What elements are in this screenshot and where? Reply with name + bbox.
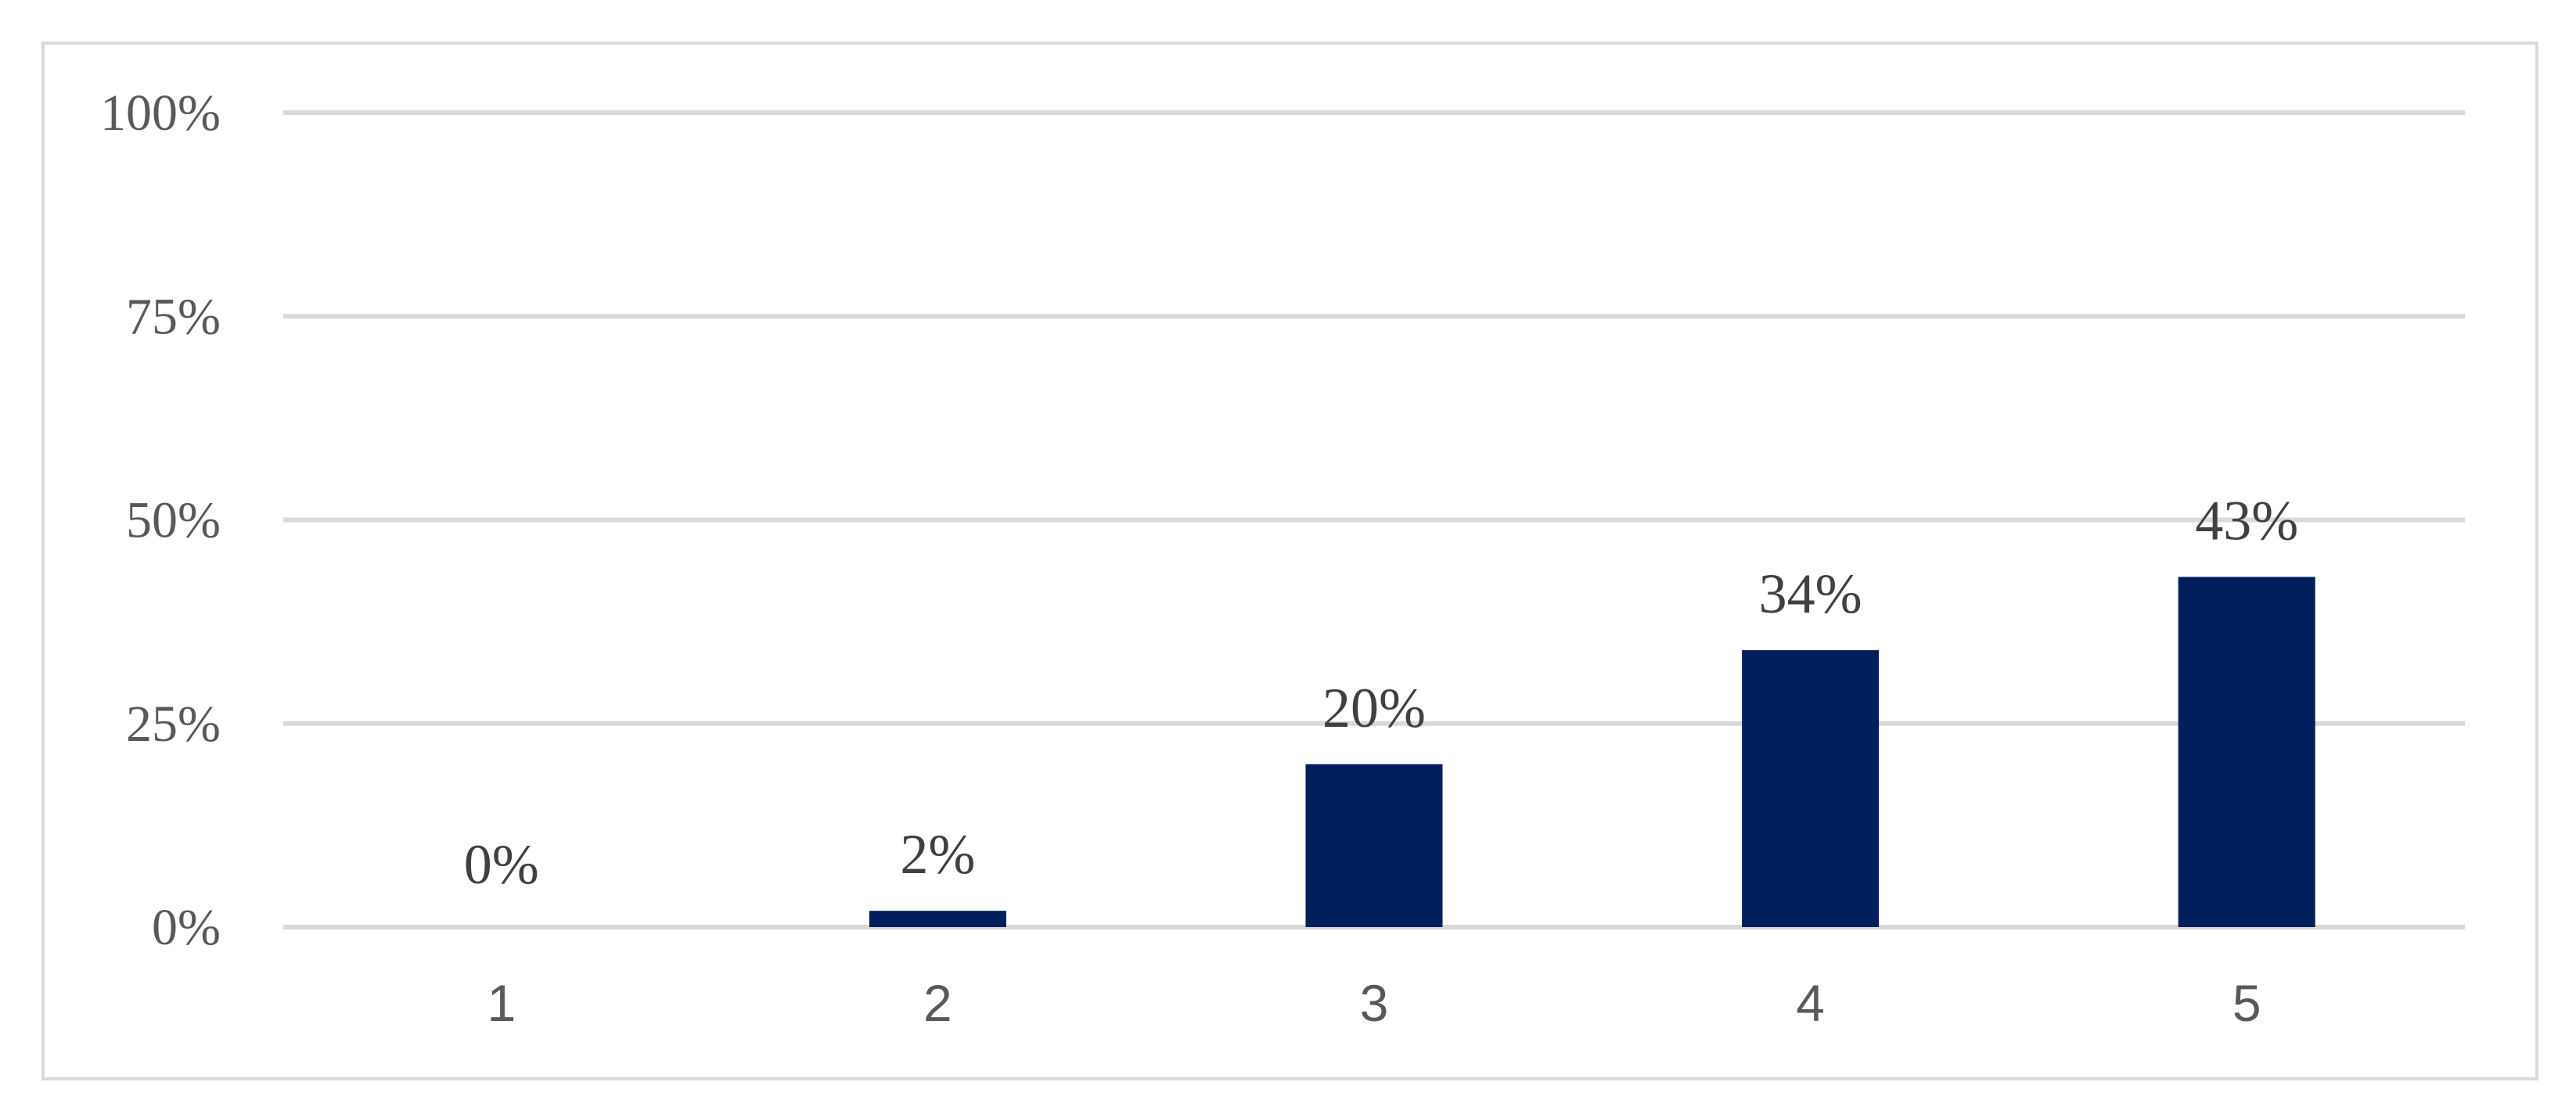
y-tick-label: 50% bbox=[126, 492, 221, 549]
data-label: 0% bbox=[464, 833, 539, 896]
x-tick-label: 4 bbox=[1796, 974, 1825, 1032]
y-tick-label: 75% bbox=[126, 288, 221, 345]
y-axis-ticks: 0% 25% 50% 75% 100% bbox=[100, 84, 221, 956]
y-tick-label: 25% bbox=[126, 696, 221, 753]
data-label: 20% bbox=[1322, 677, 1426, 739]
y-tick-label: 100% bbox=[100, 84, 221, 142]
data-label: 2% bbox=[900, 823, 975, 886]
x-tick-label: 2 bbox=[923, 974, 952, 1032]
bar bbox=[1742, 650, 1880, 927]
chart-frame bbox=[41, 41, 2538, 1080]
x-tick-label: 3 bbox=[1360, 974, 1389, 1032]
y-tick-label: 0% bbox=[152, 899, 221, 956]
bar bbox=[2178, 577, 2315, 927]
x-tick-label: 5 bbox=[2232, 974, 2261, 1032]
x-tick-label: 1 bbox=[487, 974, 516, 1032]
data-label: 43% bbox=[2195, 489, 2298, 552]
data-label: 34% bbox=[1759, 563, 1862, 625]
gridlines bbox=[283, 110, 2465, 929]
x-axis-ticks: 1 2 3 4 5 bbox=[487, 974, 2261, 1032]
bar bbox=[869, 911, 1006, 927]
data-labels: 0% 2% 20% 34% 43% bbox=[464, 489, 2298, 896]
bars bbox=[869, 577, 2315, 927]
bar bbox=[1305, 764, 1443, 927]
